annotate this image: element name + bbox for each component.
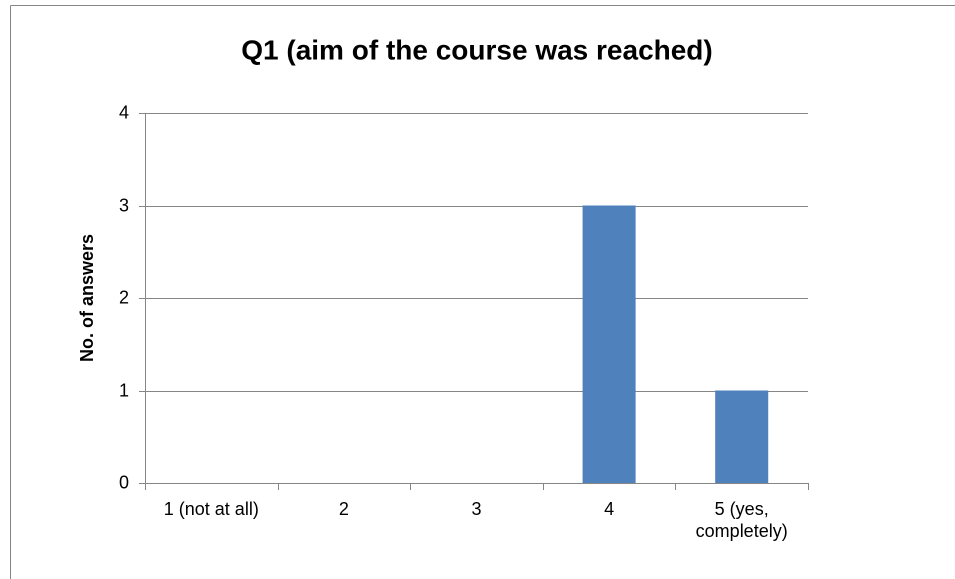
y-tick-label: 0 — [119, 472, 129, 492]
y-tick-label: 1 — [119, 380, 129, 400]
x-tick-label: 4 — [604, 499, 615, 519]
x-tick-label: 2 — [338, 499, 349, 519]
x-tick-label: 5 (yes, completely) — [695, 499, 788, 541]
y-axis-label: No. of answers — [77, 234, 97, 362]
chart-title: Q1 (aim of the course was reached) — [241, 34, 713, 65]
y-tick-label: 4 — [119, 102, 129, 122]
bar — [715, 390, 769, 483]
x-tick-label: 1 (not at all) — [163, 499, 259, 519]
y-tick-label: 2 — [119, 287, 129, 307]
y-tick-label: 3 — [119, 195, 129, 215]
bar — [582, 205, 636, 483]
x-tick-label: 3 — [471, 499, 482, 519]
